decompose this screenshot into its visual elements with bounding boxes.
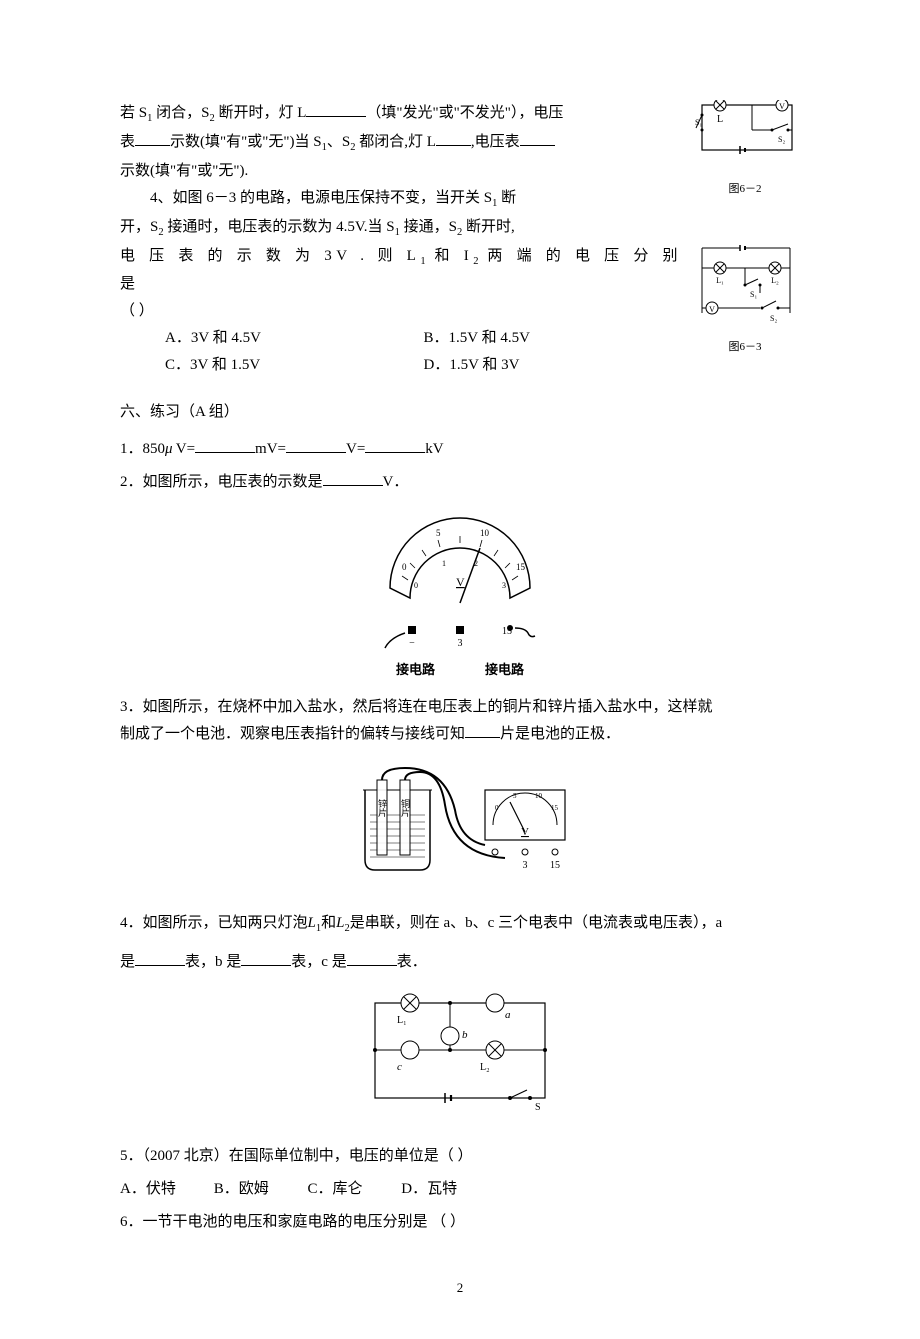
svg-text:3: 3 [523,860,528,871]
voltmeter-right-label: 接电路 [485,658,524,681]
svg-text:V: V [779,102,785,111]
svg-text:V: V [521,826,529,838]
svg-text:L₁: L₁ [716,276,724,285]
question-3: 3．如图所示，在烧杯中加入盐水，然后将连在电压表上的铜片和锌片插入盐水中，这样就… [120,694,800,748]
svg-text:L₂: L₂ [771,276,779,285]
svg-text:S₁: S₁ [750,290,757,299]
svg-text:L₁: L₁ [397,1015,407,1026]
option-a: A．3V 和 4.5V [165,325,424,352]
question-4-options: A．3V 和 4.5V C．3V 和 1.5V B．1.5V 和 4.5V D．… [165,325,682,379]
svg-text:锌片: 锌片 [377,798,387,818]
svg-text:S₂: S₂ [778,135,785,144]
figure-6-3: L₁ L₂ S₁ V S₂ 图6－3 [690,243,800,358]
option-b: B．1.5V 和 4.5V [424,325,683,352]
svg-text:10: 10 [535,792,543,800]
question-5: 5．（2007 北京）在国际单位制中，电压的单位是（ ） [120,1143,800,1170]
voltmeter-left-label: 接电路 [396,658,435,681]
figure-6-2-caption: 图6－2 [690,180,800,200]
svg-text:V: V [456,575,465,589]
question-5-options: A．伏特 B．欧姆 C．库仑 D．瓦特 [120,1176,800,1203]
svg-text:0: 0 [414,581,418,590]
svg-text:0: 0 [495,804,499,812]
svg-text:c: c [397,1061,402,1073]
svg-text:5: 5 [436,528,441,538]
question-6: 6．一节干电池的电压和家庭电路的电压分别是 （ ） [120,1209,800,1236]
svg-text:S₂: S₂ [770,314,777,323]
svg-text:5: 5 [513,792,517,800]
svg-text:−: − [409,638,415,649]
option-d: D．1.5V 和 3V [424,352,683,379]
question-2: 2．如图所示，电压表的示数是V． [120,469,800,496]
svg-text:0: 0 [402,562,407,572]
option-c: C．3V 和 1.5V [165,352,424,379]
figure-6-3-caption: 图6－3 [690,338,800,358]
svg-text:3: 3 [502,581,506,590]
svg-text:L: L [717,114,723,125]
voltmeter-figure: 0 5 10 15 0 1 2 3 V 15 − 3 接电路 接电路 [120,508,800,681]
svg-text:1: 1 [442,559,446,568]
section-6-title: 六、练习（A 组） [120,399,800,426]
svg-text:15: 15 [516,562,526,572]
svg-text:铜片: 铜片 [400,798,410,818]
svg-text:15: 15 [550,860,560,871]
page-number: 2 [120,1276,800,1299]
question-4-series: 4．如图所示，已知两只灯泡L1和L2是串联，则在 a、b、c 三个电表中（电流表… [120,910,800,939]
series-circuit-figure: L₁ a b c L₂ S [120,988,800,1118]
svg-text:S: S [535,1102,541,1113]
question-1: 1．850μ V=mV=V=kV [120,436,800,463]
svg-text:b: b [462,1029,468,1041]
svg-text:15: 15 [551,804,559,812]
svg-text:L₂: L₂ [480,1062,490,1073]
beaker-figure: 锌片 铜片 V 0 5 10 15 3 15 [120,760,800,890]
svg-text:10: 10 [480,528,490,538]
svg-text:a: a [505,1009,511,1021]
svg-text:V: V [709,305,715,314]
figure-6-2: L V S₂ S₁ 图6－2 [690,100,800,200]
svg-text:3: 3 [458,638,463,649]
